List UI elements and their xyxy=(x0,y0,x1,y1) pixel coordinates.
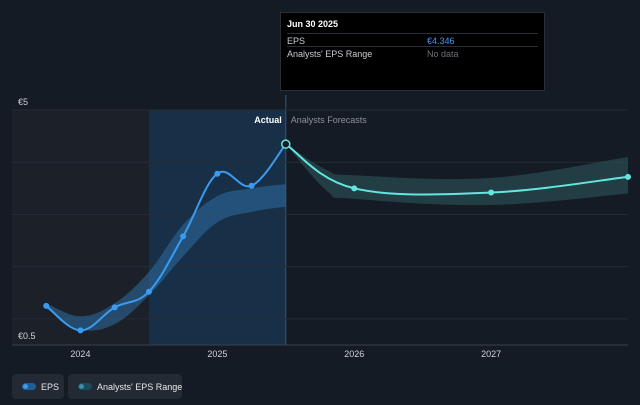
legend-label-eps: EPS xyxy=(41,382,60,392)
highlight-region xyxy=(148,110,286,345)
legend-label-range: Analysts' EPS Range xyxy=(97,382,183,392)
eps-forecast-line xyxy=(285,143,629,196)
eps-point xyxy=(77,327,84,334)
range-legend-icon xyxy=(78,383,92,390)
eps-point xyxy=(281,139,291,149)
forecast-point xyxy=(351,185,358,192)
eps-point xyxy=(214,170,221,177)
tooltip-eps-value: €4.346 xyxy=(427,36,455,46)
eps-line xyxy=(45,143,287,332)
x-tick-label: 2026 xyxy=(344,349,364,359)
y-tick-label-top: €5 xyxy=(18,97,28,107)
tooltip: Jun 30 2025 EPS €4.346 Analysts' EPS Ran… xyxy=(280,12,545,91)
tooltip-range-value: No data xyxy=(427,49,459,59)
tooltip-row-range: Analysts' EPS Range No data xyxy=(287,46,538,61)
forecast-point xyxy=(625,173,631,180)
y-tick-label-bottom: €0.5 xyxy=(18,331,36,341)
tooltip-eps-label: EPS xyxy=(287,36,306,46)
forecast-range-band xyxy=(285,144,628,206)
eps-legend-icon xyxy=(22,383,36,390)
tooltip-date: Jun 30 2025 xyxy=(287,19,339,29)
eps-point xyxy=(111,304,118,311)
forecast-label: Analysts Forecasts xyxy=(291,115,368,125)
eps-point xyxy=(180,233,187,240)
legend-item-eps[interactable]: EPS xyxy=(12,374,64,399)
analysts-range-band xyxy=(46,184,286,331)
tooltip-range-label: Analysts' EPS Range xyxy=(287,49,373,59)
legend-item-range[interactable]: Analysts' EPS Range xyxy=(68,374,182,399)
eps-point xyxy=(43,302,50,309)
eps-point xyxy=(145,288,152,295)
x-tick-label: 2024 xyxy=(70,349,90,359)
x-tick-label: 2027 xyxy=(481,349,501,359)
tooltip-row-eps: EPS €4.346 xyxy=(287,33,538,48)
forecast-point xyxy=(488,189,495,196)
eps-point xyxy=(248,182,255,189)
x-tick-label: 2025 xyxy=(207,349,227,359)
actual-label: Actual xyxy=(254,115,282,125)
